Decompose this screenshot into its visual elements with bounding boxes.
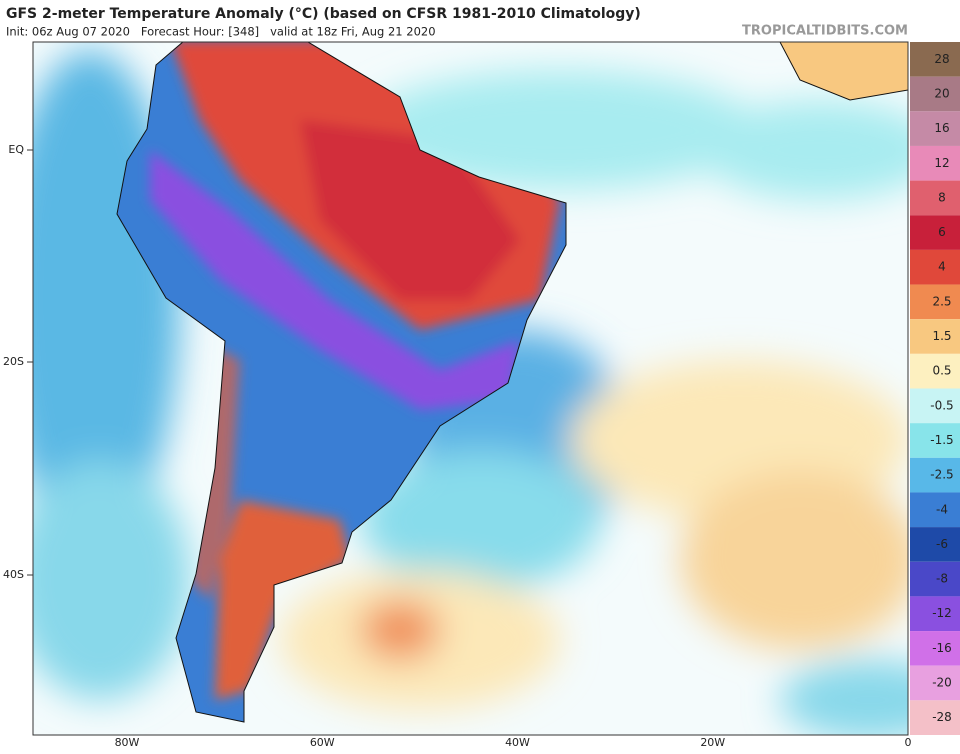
colorbar-box (910, 700, 960, 735)
colorbar: 28 20 16 12 8 6 4 2.5 1.5 0.5 -0.5 -1.5 -2.5 -4 -6 -8 -1… (910, 42, 960, 735)
colorbar-box (910, 180, 960, 216)
colorbar-box (910, 42, 960, 77)
colorbar-box (910, 353, 960, 389)
colorbar-box (910, 561, 960, 597)
colorbar-label: -6 (936, 537, 948, 551)
colorbar-label: -0.5 (930, 398, 953, 412)
colorbar-box (910, 457, 960, 493)
colorbar-box (910, 284, 960, 320)
colorbar-label: -12 (932, 606, 952, 620)
colorbar-box (910, 215, 960, 250)
colorbar-box (910, 145, 960, 181)
colorbar-label: 2.5 (932, 294, 951, 308)
colorbar-label: 28 (934, 52, 949, 66)
lon-label: 80W (115, 736, 140, 749)
colorbar-label: 16 (934, 121, 949, 135)
lon-label: 20W (700, 736, 725, 749)
lon-label: 0 (905, 736, 912, 749)
lat-label: 40S (3, 568, 24, 581)
colorbar-label: 20 (934, 86, 949, 100)
colorbar-box (910, 111, 960, 146)
colorbar-label: -28 (932, 710, 952, 724)
colorbar-label: 6 (938, 225, 946, 239)
colorbar-label: 8 (938, 190, 946, 204)
subtitle: Init: 06z Aug 07 2020 Forecast Hour: [34… (6, 25, 436, 39)
colorbar-label: -8 (936, 572, 948, 586)
map (33, 42, 908, 735)
colorbar-label: 0.5 (932, 364, 951, 378)
lon-label: 60W (310, 736, 335, 749)
colorbar-box (910, 665, 960, 701)
credit: TROPICALTIDBITS.COM (742, 24, 908, 39)
colorbar-box (910, 492, 960, 528)
colorbar-label: -1.5 (930, 433, 953, 447)
lat-label: 20S (3, 355, 24, 368)
colorbar-label: 1.5 (932, 329, 951, 343)
colorbar-box (910, 388, 960, 424)
colorbar-label: 12 (934, 156, 949, 170)
colorbar-label: -4 (936, 502, 948, 516)
lon-label: 40W (505, 736, 530, 749)
colorbar-label: -20 (932, 676, 952, 690)
colorbar-box (910, 631, 960, 666)
title: GFS 2-meter Temperature Anomaly (°C) (ba… (6, 6, 641, 22)
colorbar-box (910, 249, 960, 285)
colorbar-label: 4 (938, 260, 946, 274)
lon-labels: 80W 60W 40W 20W 0 (115, 736, 912, 749)
colorbar-box (910, 319, 960, 354)
colorbar-label: -16 (932, 641, 952, 655)
colorbar-box (910, 527, 960, 562)
lat-labels: EQ 20S 40S (3, 143, 33, 581)
colorbar-label: -2.5 (930, 468, 953, 482)
colorbar-box (910, 596, 960, 632)
colorbar-box (910, 423, 960, 458)
colorbar-box (910, 76, 960, 112)
lat-label: EQ (8, 143, 24, 156)
